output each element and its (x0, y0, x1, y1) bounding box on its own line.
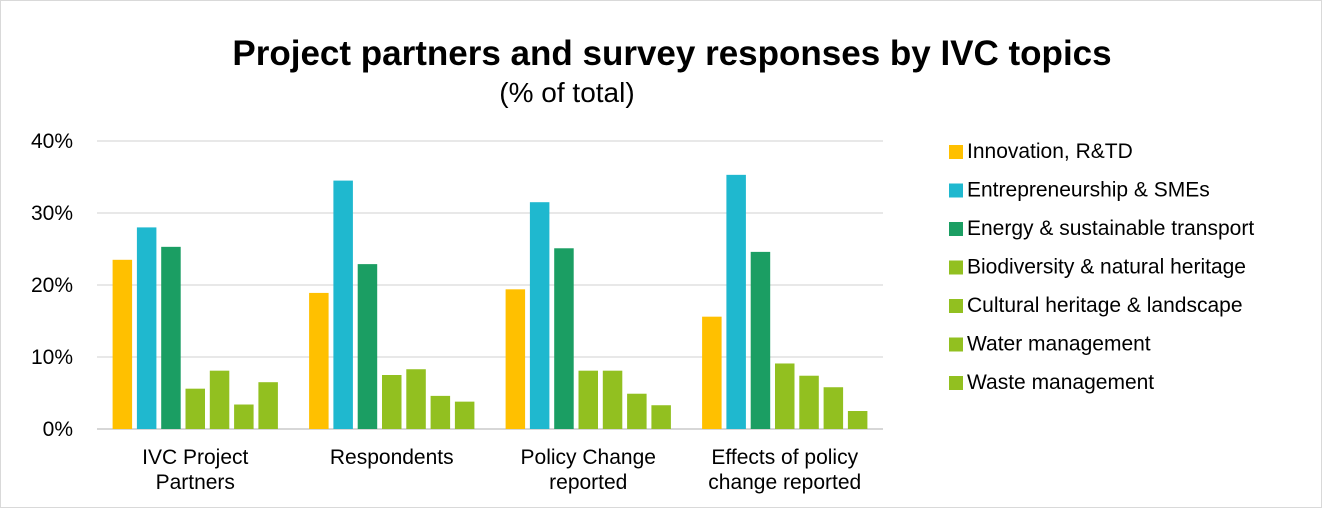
legend-swatch (949, 222, 963, 236)
y-tick-label: 40% (31, 130, 73, 153)
legend-swatch (949, 376, 963, 390)
y-axis-ticks: 0% 10% 20% 30% 40% (31, 130, 73, 441)
legend-swatch (949, 145, 963, 159)
chart-title: Project partners and survey responses by… (232, 34, 1111, 73)
bar (505, 289, 526, 429)
legend-label: Water management (967, 333, 1151, 356)
bar (382, 375, 402, 429)
bar (726, 174, 746, 429)
bar (185, 388, 205, 429)
legend-label: Cultural heritage & landscape (967, 294, 1243, 317)
y-tick-label: 0% (43, 418, 73, 441)
bar (602, 370, 623, 429)
x-category-label: Policy Change reported (521, 446, 656, 494)
y-tick-label: 10% (31, 346, 73, 369)
bar (209, 370, 230, 429)
x-category-label: Respondents (330, 446, 454, 469)
bar (112, 259, 133, 429)
x-category-label: IVC Project Partners (142, 446, 248, 494)
bar (136, 227, 157, 429)
legend: Innovation, R&TD Entrepreneurship & SMEs E… (949, 140, 1254, 394)
bar (847, 411, 868, 429)
legend-swatch (949, 299, 963, 313)
bar (454, 401, 475, 429)
legend-label: Waste management (967, 371, 1154, 394)
legend-swatch (949, 260, 963, 275)
bar (775, 363, 795, 429)
legend-label: Entrepreneurship & SMEs (967, 179, 1210, 202)
bar (161, 246, 181, 429)
legend-label: Energy & sustainable transport (967, 217, 1254, 240)
bar (823, 387, 844, 429)
y-tick-label: 30% (31, 202, 73, 225)
legend-label: Biodiversity & natural heritage (967, 256, 1246, 279)
bar (333, 180, 353, 429)
bar (406, 369, 426, 429)
y-tick-label: 20% (31, 274, 73, 297)
bar (651, 405, 671, 429)
x-axis-categories: IVC Project Partners Respondents Policy Cha… (142, 446, 861, 494)
bar (309, 292, 329, 429)
bar (529, 202, 550, 429)
chart-subtitle: (% of total) (499, 77, 634, 108)
legend-swatch (949, 337, 963, 352)
legend-label: Innovation, R&TD (967, 140, 1133, 163)
bar (702, 316, 722, 429)
legend-swatch (949, 183, 963, 198)
bar (357, 264, 378, 429)
bar (430, 395, 451, 429)
bar (627, 393, 647, 429)
bar (799, 375, 819, 429)
x-category-label: Effects of policy change reported (708, 446, 861, 494)
bar (554, 248, 574, 429)
bar (234, 404, 254, 429)
bars (112, 174, 868, 429)
bar (258, 382, 278, 429)
bar (578, 370, 598, 429)
bar (750, 251, 771, 429)
